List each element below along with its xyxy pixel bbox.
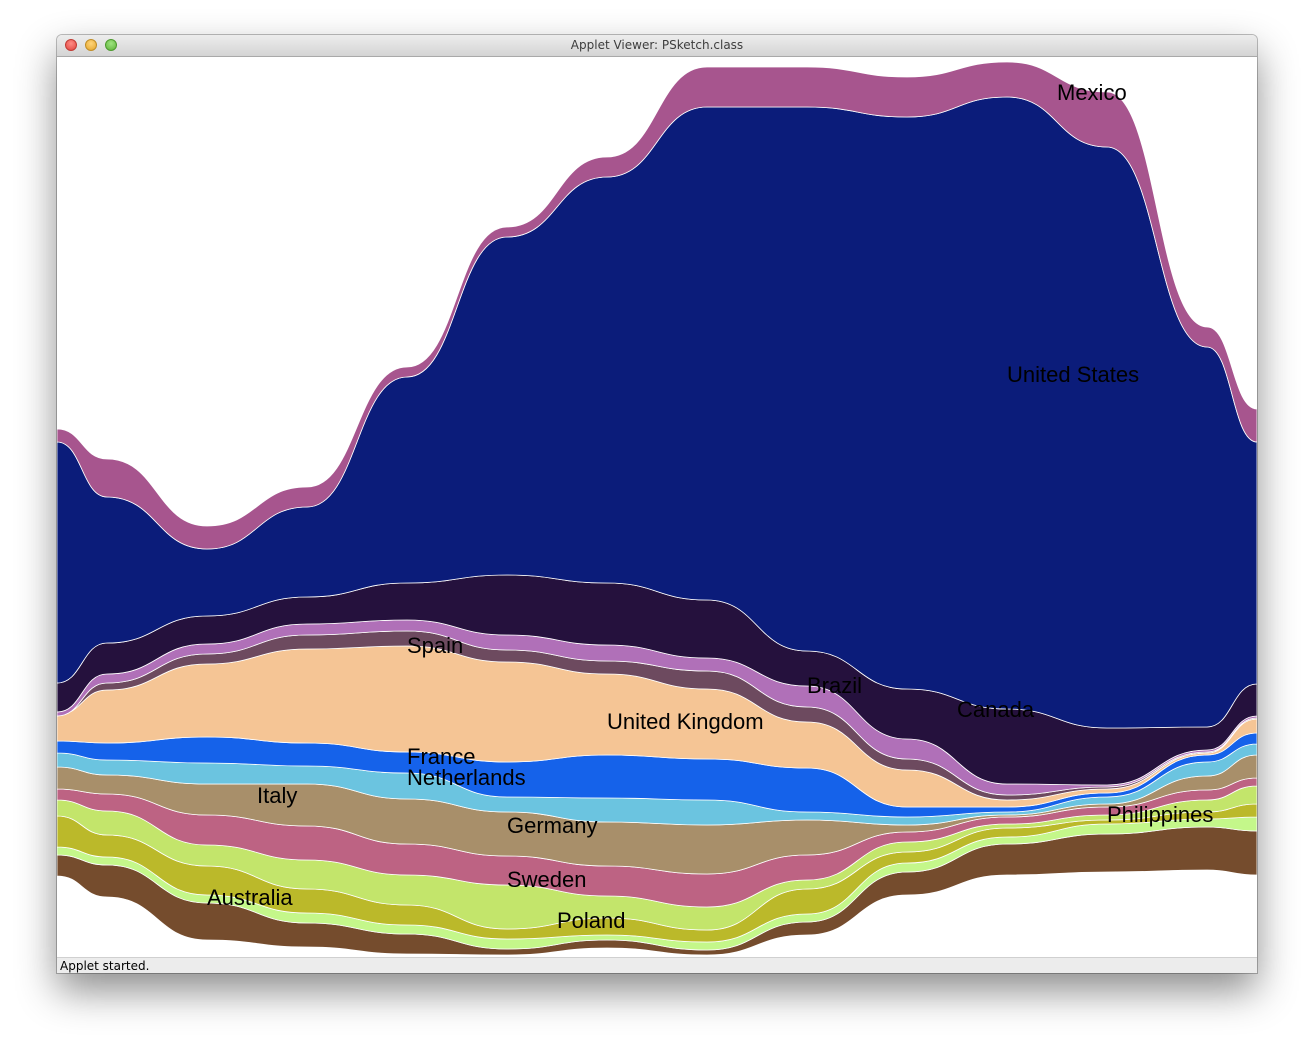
status-text: Applet started. (60, 959, 150, 973)
status-bar: Applet started. (57, 957, 1257, 973)
label-united-states: United States (1007, 362, 1139, 387)
label-canada: Canada (957, 697, 1035, 722)
label-netherlands: Netherlands (407, 765, 526, 790)
label-france: France (407, 744, 475, 769)
streamgraph-canvas: Australia Poland Sweden Philippines Italy Ger… (57, 61, 1257, 956)
label-sweden: Sweden (507, 867, 587, 892)
close-button[interactable] (65, 39, 77, 51)
zoom-button[interactable] (105, 39, 117, 51)
stream-labels: Australia Poland Sweden Philippines Italy Ger… (207, 80, 1213, 933)
label-philippines: Philippines (1107, 802, 1213, 827)
label-united-kingdom: United Kingdom (607, 709, 764, 734)
label-spain: Spain (407, 633, 463, 658)
window-title: Applet Viewer: PSketch.class (570, 38, 744, 52)
label-poland: Poland (557, 908, 626, 933)
label-australia: Australia (207, 885, 293, 910)
label-mexico: Mexico (1057, 80, 1127, 105)
label-germany: Germany (507, 813, 597, 838)
stream-layers (57, 61, 1257, 956)
minimize-button[interactable] (85, 39, 97, 51)
title-bar[interactable]: Applet Viewer: PSketch.class (57, 35, 1257, 57)
label-brazil: Brazil (807, 673, 862, 698)
applet-viewer-window: Applet Viewer: PSketch.class Australia Po… (57, 35, 1257, 973)
stream-layer-mexico (57, 61, 1257, 550)
label-italy: Italy (257, 783, 297, 808)
